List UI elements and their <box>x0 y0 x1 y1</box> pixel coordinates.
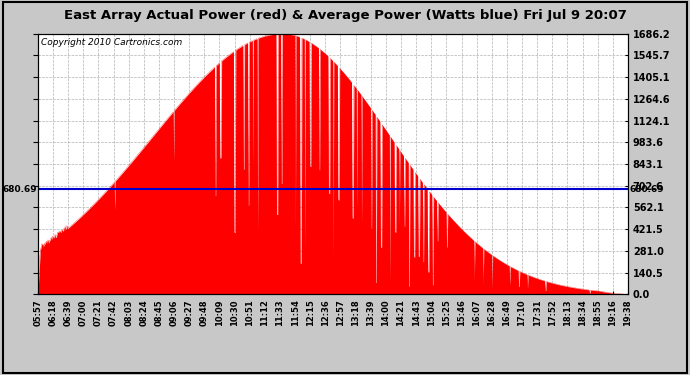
Text: Copyright 2010 Cartronics.com: Copyright 2010 Cartronics.com <box>41 38 182 46</box>
Text: East Array Actual Power (red) & Average Power (Watts blue) Fri Jul 9 20:07: East Array Actual Power (red) & Average … <box>63 9 627 22</box>
Text: 680.69: 680.69 <box>2 184 37 194</box>
Text: 680.69: 680.69 <box>629 184 664 194</box>
